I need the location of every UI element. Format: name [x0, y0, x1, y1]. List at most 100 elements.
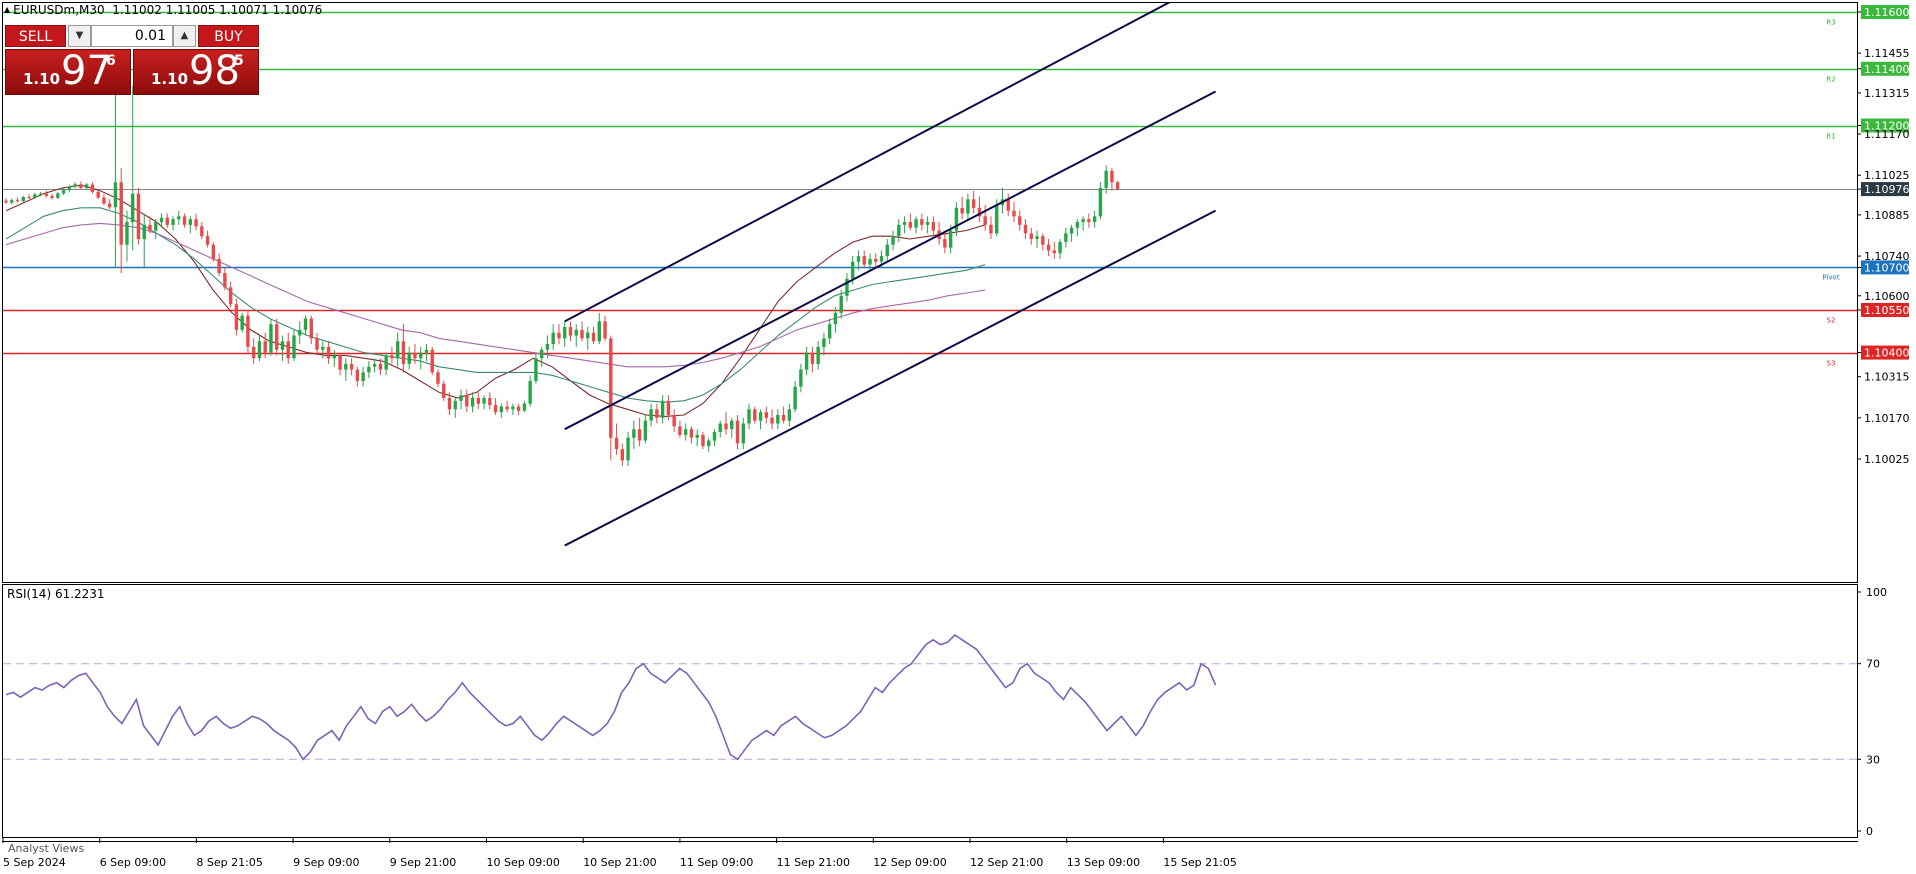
- time-axis: 5 Sep 2024 6 Sep 09:00 8 Sep 21:05 9 Sep 09…: [2, 838, 1237, 869]
- price-tag-label: 1.10700: [1864, 261, 1910, 274]
- buy-button[interactable]: BUY: [198, 25, 259, 47]
- candle-body: [292, 335, 296, 359]
- collapse-triangle-icon[interactable]: ▲: [4, 5, 11, 14]
- lot-size-input[interactable]: 0.01: [91, 25, 173, 47]
- candle-body: [971, 199, 976, 208]
- candle-body: [551, 332, 555, 345]
- candle-body: [384, 355, 388, 370]
- candle-body: [171, 219, 175, 225]
- candle-body: [603, 321, 607, 339]
- price-axis: 1.11600 1.11455 1.11400 1.11315 1.112001.111…: [1857, 5, 1910, 466]
- candle-body: [862, 256, 866, 265]
- candle-body: [413, 352, 417, 359]
- moving-averages: [5, 184, 986, 417]
- candle-body: [154, 222, 158, 231]
- candle-body: [355, 369, 360, 381]
- candle-body: [79, 184, 83, 188]
- candle-body: [275, 324, 279, 350]
- time-label: 6 Sep 09:00: [100, 856, 166, 869]
- price-tag-bg: [1861, 303, 1909, 317]
- lot-increase-icon[interactable]: ▲: [173, 25, 196, 47]
- candle-body: [666, 400, 671, 416]
- candle-body: [246, 315, 250, 347]
- candle-body: [637, 429, 642, 441]
- candle-body: [349, 363, 354, 370]
- candle-body: [84, 184, 89, 188]
- analyst-views-tab[interactable]: Analyst Views: [8, 842, 85, 855]
- time-label: 11 Sep 21:00: [777, 856, 850, 869]
- candle-body: [182, 216, 187, 225]
- rsi-scale-label: 100: [1866, 586, 1887, 599]
- candle-body: [56, 193, 60, 198]
- candle-body: [251, 346, 256, 359]
- candle-body: [983, 216, 987, 225]
- candle-body: [995, 204, 999, 234]
- candle-body: [753, 409, 757, 421]
- candle-body: [539, 349, 544, 359]
- candle-body: [683, 429, 688, 435]
- candle-body: [816, 346, 820, 364]
- candle-body: [407, 352, 411, 364]
- candle-body: [620, 449, 625, 461]
- price-tag-label: 1.10400: [1864, 347, 1910, 360]
- candle-body: [925, 222, 930, 225]
- lot-decrease-icon[interactable]: ▼: [68, 25, 91, 47]
- candle-body: [234, 304, 239, 330]
- candle-body: [10, 200, 14, 203]
- candle-body: [344, 363, 348, 370]
- candle-body: [177, 216, 181, 220]
- candle-body: [787, 409, 792, 421]
- candle-body: [534, 358, 538, 381]
- rsi-label: RSI(14) 61.2231: [7, 587, 105, 601]
- candle-body: [655, 409, 659, 418]
- candle-body: [643, 420, 648, 441]
- symbol-title-bar: ▲ EURUSDm,M30 1.11002 1.11005 1.10071 1.1…: [4, 3, 322, 17]
- candle-body: [1018, 216, 1022, 225]
- candle-body: [499, 406, 504, 413]
- candle-body: [810, 352, 815, 364]
- candle-body: [1098, 187, 1103, 217]
- candle-body: [954, 207, 959, 231]
- channel-lines: [564, 3, 1217, 547]
- candle-body: [1115, 182, 1120, 190]
- candle-body: [33, 194, 37, 198]
- candle-body: [194, 219, 198, 227]
- candle-body: [263, 341, 267, 353]
- candle-body: [44, 193, 49, 196]
- sell-button[interactable]: SELL: [5, 25, 66, 47]
- candle-body: [476, 397, 481, 404]
- time-label: 8 Sep 21:05: [196, 856, 262, 869]
- candle-body: [61, 189, 66, 194]
- candle-body: [718, 423, 722, 433]
- candle-body: [1046, 244, 1051, 251]
- time-label: 10 Sep 21:00: [583, 856, 656, 869]
- candle-body: [465, 395, 469, 407]
- price-tick-label: 1.10170: [1864, 412, 1910, 425]
- buy-price-quote[interactable]: 1.10 98 5: [133, 48, 259, 95]
- candle-body: [695, 434, 699, 438]
- candle-body: [217, 258, 221, 274]
- price-tick-label: 1.10600: [1864, 290, 1910, 303]
- rsi-scale-label: 30: [1866, 753, 1880, 766]
- candle-body: [1035, 236, 1039, 240]
- candle-body: [430, 349, 434, 373]
- candle-body: [563, 327, 567, 339]
- candle-body: [188, 219, 193, 225]
- price-tag-bg: [1861, 61, 1909, 76]
- candle-body: [741, 423, 745, 444]
- candle-body: [38, 193, 43, 195]
- candle-body: [908, 222, 913, 228]
- candle-body: [960, 207, 964, 214]
- candle-body: [511, 406, 515, 410]
- candle-body: [90, 184, 95, 192]
- candle-body: [891, 236, 895, 245]
- buy-price-big: 98: [189, 48, 240, 94]
- candle-body: [1069, 227, 1074, 234]
- candle-body: [839, 295, 843, 313]
- sell-price-quote[interactable]: 1.10 97 6: [5, 48, 131, 95]
- rsi-line: [5, 633, 1217, 761]
- candle-body: [136, 193, 141, 240]
- candle-body: [868, 258, 872, 265]
- candle-body: [1052, 250, 1057, 254]
- candle-body: [280, 341, 285, 350]
